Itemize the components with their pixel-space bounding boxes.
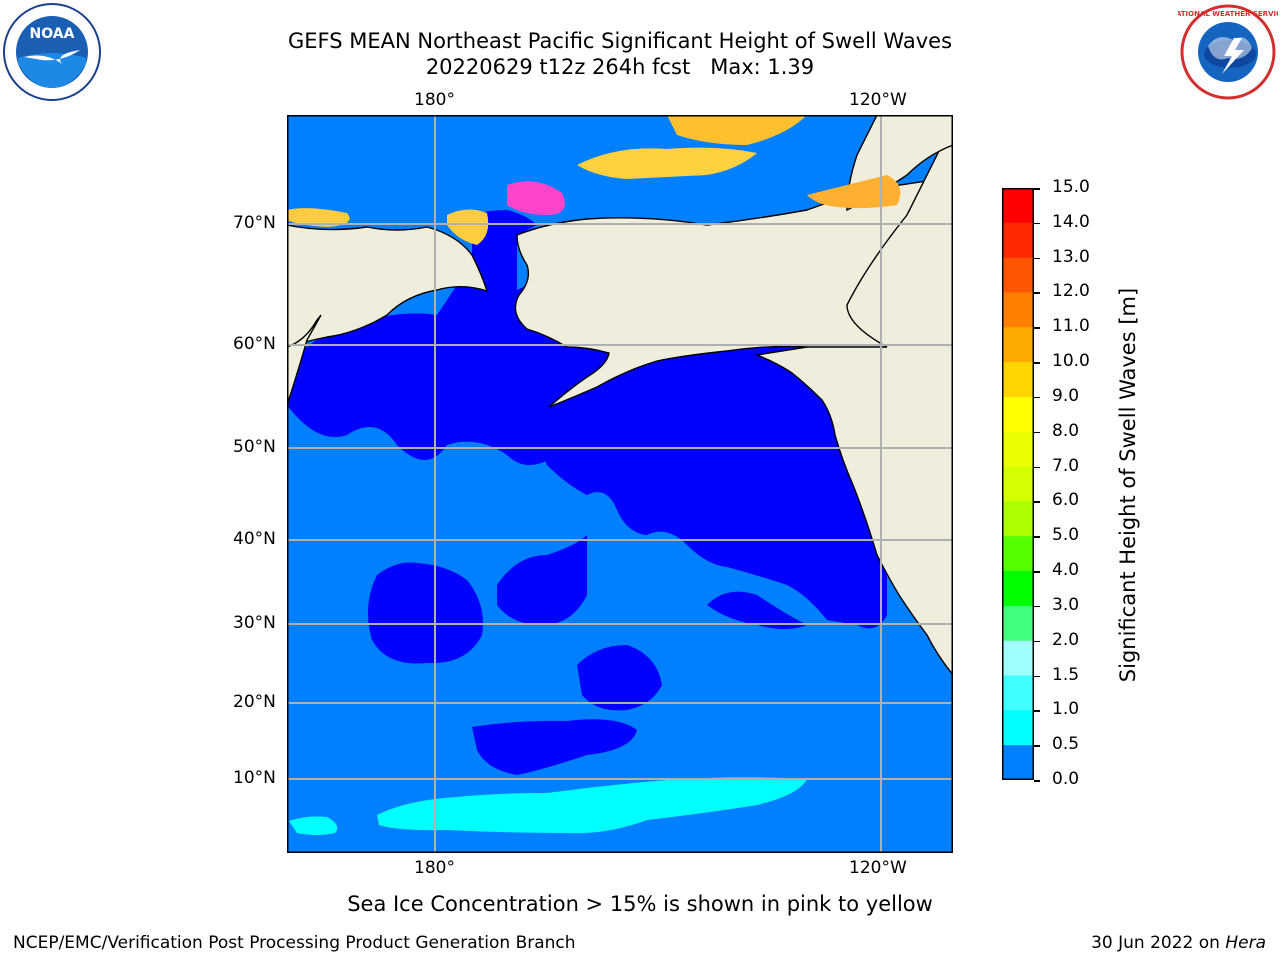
colorbar-segment bbox=[1002, 501, 1034, 537]
swell-high-western-blob bbox=[289, 816, 338, 835]
colorbar-tick-label: 15.0 bbox=[1052, 177, 1090, 197]
lat-label-20n: 20°N bbox=[233, 692, 276, 712]
sea-ice-central bbox=[447, 209, 489, 245]
colorbar-segment bbox=[1002, 710, 1034, 746]
sea-ice-chukchi bbox=[577, 147, 757, 179]
colorbar-tick-label: 12.0 bbox=[1052, 281, 1090, 302]
colorbar-segment bbox=[1002, 536, 1034, 572]
colorbar-tick-label: 0.5 bbox=[1052, 734, 1080, 755]
sea-ice-east bbox=[807, 175, 901, 209]
colorbar-tick bbox=[1034, 780, 1040, 782]
colorbar-tick bbox=[1034, 640, 1040, 643]
land-kamchatka bbox=[287, 314, 322, 406]
colorbar-segment bbox=[1002, 640, 1034, 677]
colorbar-tick bbox=[1034, 257, 1040, 260]
lat-label-30n: 30°N bbox=[233, 613, 276, 633]
colorbar-tick-label: 3.0 bbox=[1052, 594, 1080, 615]
colorbar-segment bbox=[1002, 362, 1034, 398]
host-name: Hera bbox=[1225, 933, 1266, 953]
lon-label-top-180: 180° bbox=[414, 90, 455, 110]
colorbar-tick bbox=[1034, 362, 1040, 364]
lat-label-40n: 40°N bbox=[233, 529, 276, 549]
colorbar-title: Significant Height of Swell Waves [m] bbox=[1116, 287, 1140, 683]
colorbar-tick bbox=[1034, 501, 1040, 503]
colorbar-tick bbox=[1034, 536, 1040, 538]
lat-label-60n: 60°N bbox=[233, 334, 276, 354]
colorbar-segment bbox=[1002, 222, 1034, 259]
colorbar-tick-label: 5.0 bbox=[1052, 525, 1080, 546]
colorbar-tick-label: 9.0 bbox=[1052, 385, 1080, 406]
colorbar-segment bbox=[1002, 745, 1034, 780]
colorbar-tick bbox=[1034, 745, 1040, 747]
graticule bbox=[287, 115, 953, 853]
colorbar-tick bbox=[1034, 327, 1040, 329]
swell-low-west-patch bbox=[368, 562, 483, 664]
colorbar-tick bbox=[1034, 396, 1040, 399]
colorbar-tick-label: 14.0 bbox=[1052, 211, 1090, 232]
nws-logo: NATIONAL WEATHER SERVICE bbox=[1170, 2, 1280, 102]
colorbar-segment bbox=[1002, 605, 1034, 642]
swell-low-east-patch bbox=[707, 591, 807, 629]
colorbar-tick bbox=[1034, 710, 1040, 712]
colorbar-segment bbox=[1002, 466, 1034, 502]
colorbar-segment bbox=[1002, 431, 1034, 468]
sea-ice-beaufort bbox=[667, 115, 807, 145]
map-frame bbox=[287, 115, 953, 853]
colorbar-segment bbox=[1002, 675, 1034, 711]
swell-low-gulf-region bbox=[543, 347, 887, 629]
colorbar-segment bbox=[1002, 327, 1034, 363]
land-north-america-coast bbox=[754, 115, 953, 677]
colorbar-segment bbox=[1002, 188, 1034, 224]
colorbar-tick-label: 10.0 bbox=[1052, 351, 1090, 372]
colorbar-tick bbox=[1034, 431, 1040, 434]
credit-line: NCEP/EMC/Verification Post Processing Pr… bbox=[13, 933, 576, 953]
swell-low-hawaii-patch bbox=[577, 645, 662, 711]
map-title: GEFS MEAN Northeast Pacific Significant … bbox=[287, 29, 953, 53]
nws-logo-text: NATIONAL WEATHER SERVICE bbox=[1178, 10, 1278, 18]
sea-ice-note: Sea Ice Concentration > 15% is shown in … bbox=[347, 892, 933, 916]
lon-label-bottom-120w: 120°W bbox=[849, 858, 907, 878]
lat-label-50n: 50°N bbox=[233, 437, 276, 457]
noaa-logo: NOAA bbox=[2, 2, 102, 102]
swell-low-central-patch bbox=[497, 535, 587, 625]
colorbar-tick bbox=[1034, 571, 1040, 573]
colorbar-segment bbox=[1002, 257, 1034, 293]
colorbar-tick-label: 4.0 bbox=[1052, 560, 1080, 581]
colorbar-tick bbox=[1034, 292, 1040, 294]
date-stamp: 30 Jun 2022 on Hera bbox=[1091, 933, 1266, 953]
colorbar-tick bbox=[1034, 605, 1040, 608]
colorbar-tick bbox=[1034, 675, 1040, 678]
colorbar-tick-label: 0.0 bbox=[1052, 769, 1080, 789]
swell-high-southern-band bbox=[377, 777, 807, 834]
sea-ice-west bbox=[287, 208, 350, 227]
colorbar-tick-label: 2.0 bbox=[1052, 629, 1080, 650]
colorbar-tick bbox=[1034, 188, 1040, 190]
lat-label-70n: 70°N bbox=[233, 213, 276, 233]
colorbar-segment bbox=[1002, 571, 1034, 607]
sea-ice-pink-bering bbox=[507, 181, 565, 215]
colorbar-segment bbox=[1002, 292, 1034, 328]
colorbar-segment bbox=[1002, 396, 1034, 433]
lon-label-top-120w: 120°W bbox=[849, 90, 907, 110]
colorbar-tick-label: 1.5 bbox=[1052, 664, 1080, 685]
lon-label-bottom-180: 180° bbox=[414, 858, 455, 878]
date-text: 30 Jun 2022 on bbox=[1091, 933, 1220, 953]
colorbar-tick-label: 1.0 bbox=[1052, 699, 1080, 720]
colorbar-tick bbox=[1034, 466, 1040, 469]
colorbar-tick-label: 7.0 bbox=[1052, 455, 1080, 476]
colorbar-tick-label: 13.0 bbox=[1052, 246, 1090, 267]
map-subtitle: 20220629 t12z 264h fcst Max: 1.39 bbox=[425, 55, 815, 79]
colorbar-tick bbox=[1034, 222, 1040, 225]
map-panel bbox=[287, 115, 953, 853]
lat-label-10n: 10°N bbox=[233, 768, 276, 788]
colorbar-tick-label: 8.0 bbox=[1052, 420, 1080, 441]
noaa-logo-text: NOAA bbox=[30, 26, 75, 42]
colorbar-tick-label: 6.0 bbox=[1052, 490, 1080, 511]
colorbar bbox=[1002, 188, 1034, 780]
colorbar-frame bbox=[1002, 188, 1034, 780]
land-siberia bbox=[287, 224, 489, 348]
swell-low-chukchi-region bbox=[472, 210, 537, 273]
swell-low-south-patch bbox=[472, 719, 637, 775]
colorbar-tick-label: 11.0 bbox=[1052, 316, 1090, 337]
